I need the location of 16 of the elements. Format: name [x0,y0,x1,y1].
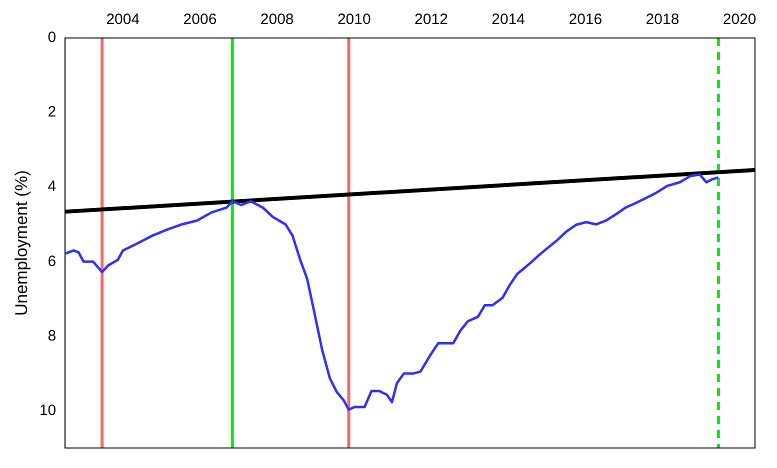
x-tick-label: 2014 [492,11,526,28]
y-tick-label: 6 [48,252,56,270]
y-tick-label: 0 [48,29,56,46]
y-tick-label: 8 [48,327,56,344]
x-tick-label: 2008 [260,11,294,28]
x-tick-label: 2016 [568,11,602,28]
y-tick-label: 10 [39,402,56,419]
x-tick-label: 2006 [183,11,217,28]
x-tick-label: 2020 [722,11,756,28]
y-axis-title: Unemployment (%) [12,170,31,316]
y-tick-label: 4 [48,178,56,196]
x-tick-label: 2018 [646,11,680,28]
y-tick-label: 2 [48,104,56,121]
x-tick-label: 2010 [337,11,371,28]
x-tick-label: 2012 [414,11,448,28]
x-tick-label: 2004 [106,11,140,28]
